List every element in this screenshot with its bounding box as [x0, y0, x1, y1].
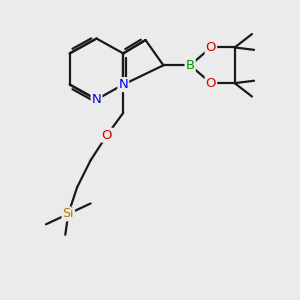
Text: O: O	[102, 129, 112, 142]
Text: O: O	[206, 41, 216, 54]
Text: N: N	[118, 78, 128, 91]
Text: Si: Si	[62, 207, 74, 220]
Text: N: N	[92, 93, 101, 106]
Text: O: O	[206, 76, 216, 90]
Text: B: B	[186, 59, 195, 72]
